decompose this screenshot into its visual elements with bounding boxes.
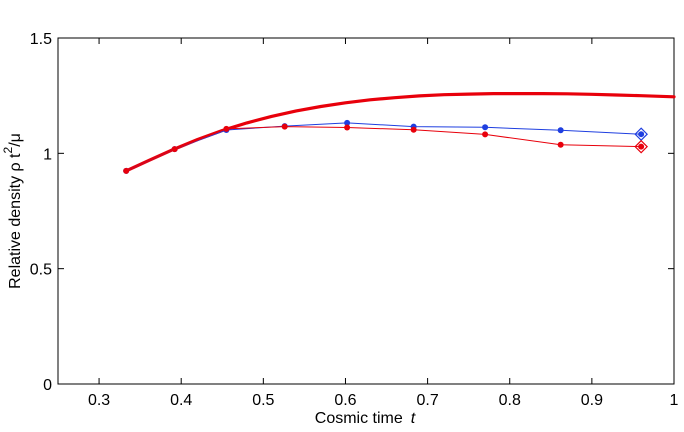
data-point xyxy=(410,126,417,133)
data-point xyxy=(482,131,489,138)
x-tick-label: 0.3 xyxy=(88,392,110,409)
y-tick-label: 1 xyxy=(43,146,52,163)
data-point xyxy=(638,131,645,138)
x-axis-ticks: 0.3 0.4 0.5 0.6 0.7 0.8 0.9 1 xyxy=(88,38,679,409)
plot-area xyxy=(57,37,675,385)
data-point xyxy=(123,167,130,174)
y-tick-label: 0.5 xyxy=(30,262,52,279)
data-point xyxy=(482,124,489,131)
y-axis-title: Relative density ρ t2/μ xyxy=(1,133,24,289)
y-axis-ticks: 0 0.5 1 1.5 xyxy=(30,31,674,394)
end-diamond-marker xyxy=(634,139,648,154)
data-point xyxy=(557,127,564,134)
x-tick-label: 0.7 xyxy=(416,392,438,409)
x-tick-label: 0.4 xyxy=(170,392,192,409)
data-point xyxy=(171,146,178,153)
x-tick-label: 0.9 xyxy=(581,392,603,409)
data-point xyxy=(557,141,564,148)
data-point xyxy=(344,119,351,126)
x-axis-title: Cosmic time t xyxy=(315,410,416,427)
data-point xyxy=(344,124,351,131)
series-layer xyxy=(123,91,676,174)
x-tick-label: 0.5 xyxy=(252,392,274,409)
x-tick-label: 0.6 xyxy=(334,392,356,409)
y-tick-label: 0 xyxy=(43,377,52,394)
x-tick-label: 1 xyxy=(670,392,679,409)
data-point xyxy=(281,123,288,130)
x-tick-label: 0.8 xyxy=(499,392,521,409)
y-tick-label: 1.5 xyxy=(30,31,52,48)
data-point xyxy=(638,143,645,150)
data-point xyxy=(223,125,230,132)
